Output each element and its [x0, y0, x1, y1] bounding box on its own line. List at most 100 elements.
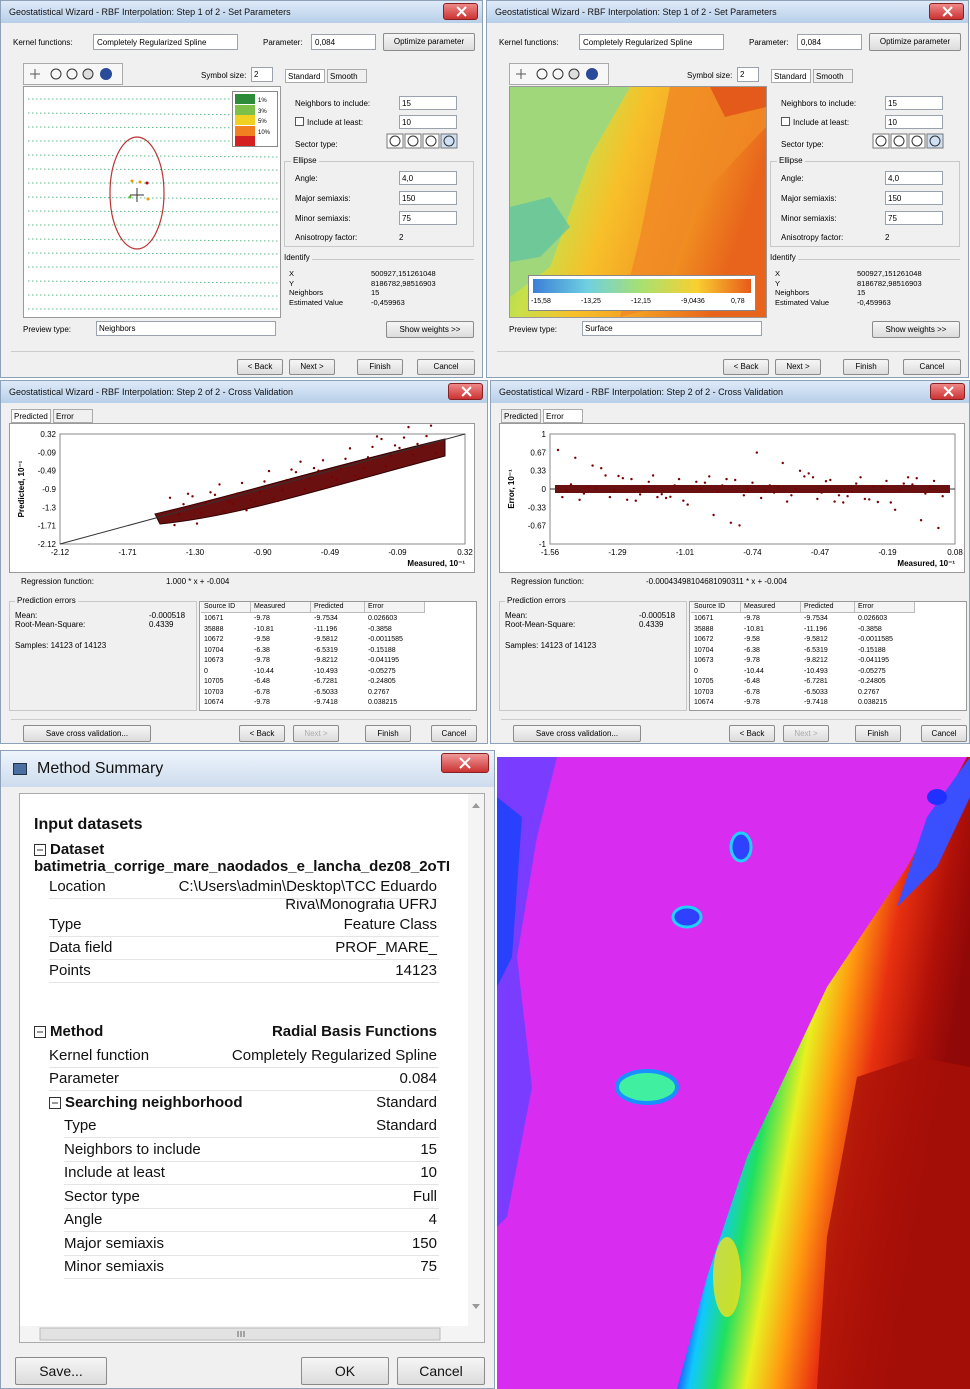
- tab[interactable]: Standard: [285, 69, 325, 83]
- label: Root-Mean-Square:: [505, 620, 575, 629]
- decoration: [617, 1071, 677, 1103]
- nav-button[interactable]: Finish: [843, 359, 889, 375]
- dialog-button[interactable]: Cancel: [397, 1357, 485, 1385]
- nav-button[interactable]: < Back: [237, 359, 283, 375]
- decoration: [553, 69, 563, 79]
- table-cell: 10674: [694, 699, 713, 706]
- nav-button[interactable]: Next >: [293, 725, 339, 742]
- label: Regression function:: [511, 577, 584, 586]
- nav-button[interactable]: Cancel: [921, 725, 967, 742]
- nav-button[interactable]: Cancel: [431, 725, 477, 742]
- table-cell: -9.78: [744, 699, 760, 706]
- label: Symbol size:: [687, 71, 732, 80]
- identify-label: Neighbors: [289, 288, 323, 297]
- parameter-input[interactable]: 0,084: [797, 34, 862, 50]
- plot-decoration: [894, 509, 896, 511]
- field-input[interactable]: 15: [885, 96, 943, 110]
- plot-decoration: [209, 491, 211, 493]
- nav-button[interactable]: < Back: [729, 725, 775, 742]
- tab[interactable]: Standard: [771, 69, 811, 83]
- plot-decoration: [725, 478, 727, 480]
- table-cell: -0.041195: [858, 657, 889, 664]
- optimize-button[interactable]: Optimize parameter: [383, 33, 475, 51]
- symbol-size-input[interactable]: 2: [251, 67, 273, 82]
- nav-button[interactable]: Finish: [357, 359, 403, 375]
- plot-decoration: [738, 524, 740, 526]
- tab[interactable]: Smooth: [327, 69, 367, 83]
- nav-button[interactable]: < Back: [723, 359, 769, 375]
- field-input[interactable]: 10: [885, 115, 943, 129]
- x-tick-label: -2.12: [51, 548, 70, 557]
- kernel-dropdown[interactable]: Completely Regularized Spline: [93, 34, 238, 50]
- plot-decoration: [587, 486, 589, 488]
- nav-button[interactable]: Next >: [289, 359, 335, 375]
- optimize-button[interactable]: Optimize parameter: [869, 33, 961, 51]
- save-button[interactable]: Save cross validation...: [23, 725, 151, 742]
- plot-decoration: [760, 497, 762, 499]
- field-label: Sector type:: [781, 140, 824, 149]
- kernel-dropdown[interactable]: Completely Regularized Spline: [579, 34, 724, 50]
- plot-decoration: [557, 449, 559, 451]
- tab[interactable]: Smooth: [813, 69, 853, 83]
- table-cell: -9.78: [744, 615, 760, 622]
- preview-type-dropdown[interactable]: Neighbors: [96, 321, 276, 336]
- table-cell: 10673: [694, 657, 713, 664]
- parameter-input[interactable]: 0,084: [311, 34, 376, 50]
- plot-decoration: [604, 474, 606, 476]
- preview-type-dropdown[interactable]: Surface: [582, 321, 762, 336]
- table-cell: -9.7534: [804, 615, 828, 622]
- close-button[interactable]: [443, 3, 478, 20]
- table-cell: 0.2767: [368, 689, 389, 696]
- nav-button[interactable]: Cancel: [417, 359, 475, 375]
- nav-button[interactable]: Finish: [365, 725, 411, 742]
- plot-decoration: [656, 496, 658, 498]
- nav-button[interactable]: Next >: [783, 725, 829, 742]
- plot-decoration: [362, 467, 364, 469]
- plot-decoration: [416, 443, 418, 445]
- plot-decoration: [868, 498, 870, 500]
- separator: [501, 719, 961, 720]
- table-cell: -0.05275: [368, 668, 396, 675]
- tab[interactable]: Predicted: [11, 409, 51, 423]
- table-cell: 10704: [694, 647, 713, 654]
- table-cell: -0.24805: [368, 678, 396, 685]
- close-button[interactable]: [448, 383, 483, 400]
- nav-button[interactable]: Cancel: [903, 359, 961, 375]
- symbol-size-input[interactable]: 2: [737, 67, 759, 82]
- plot-decoration: [881, 486, 883, 488]
- identify-label: X: [775, 269, 780, 278]
- field-input[interactable]: 10: [399, 115, 457, 129]
- tab[interactable]: Error: [53, 409, 93, 423]
- nav-button[interactable]: Next >: [775, 359, 821, 375]
- plot-decoration: [712, 514, 714, 516]
- close-button[interactable]: [929, 3, 964, 20]
- plot-decoration: [227, 500, 229, 502]
- y-axis-label: Error, 10⁻¹: [507, 469, 516, 509]
- table-cell: -6.5319: [314, 647, 338, 654]
- plot-decoration: [704, 482, 706, 484]
- show-weights-button[interactable]: Show weights >>: [386, 321, 474, 338]
- field-input[interactable]: 15: [399, 96, 457, 110]
- decoration: [533, 279, 751, 293]
- nav-button[interactable]: < Back: [239, 725, 285, 742]
- field-value: 2: [885, 233, 889, 242]
- close-button[interactable]: [930, 383, 965, 400]
- nav-button[interactable]: Finish: [855, 725, 901, 742]
- table-cell: -6.48: [744, 678, 760, 685]
- save-button[interactable]: Save cross validation...: [513, 725, 641, 742]
- show-weights-button[interactable]: Show weights >>: [872, 321, 960, 338]
- toolbar: [509, 63, 609, 85]
- close-button[interactable]: [441, 753, 489, 773]
- identify-label: X: [289, 269, 294, 278]
- dialog-button[interactable]: OK: [301, 1357, 389, 1385]
- checkbox[interactable]: [781, 117, 790, 126]
- plot-decoration: [864, 498, 866, 500]
- dialog-button[interactable]: Save...: [15, 1357, 107, 1385]
- plot-decoration: [389, 455, 391, 457]
- checkbox[interactable]: [295, 117, 304, 126]
- plot-decoration: [214, 494, 216, 496]
- table-cell: -0.041195: [368, 657, 399, 664]
- plot-decoration: [855, 482, 857, 484]
- tab[interactable]: Predicted: [501, 409, 541, 423]
- tab[interactable]: Error: [543, 409, 583, 423]
